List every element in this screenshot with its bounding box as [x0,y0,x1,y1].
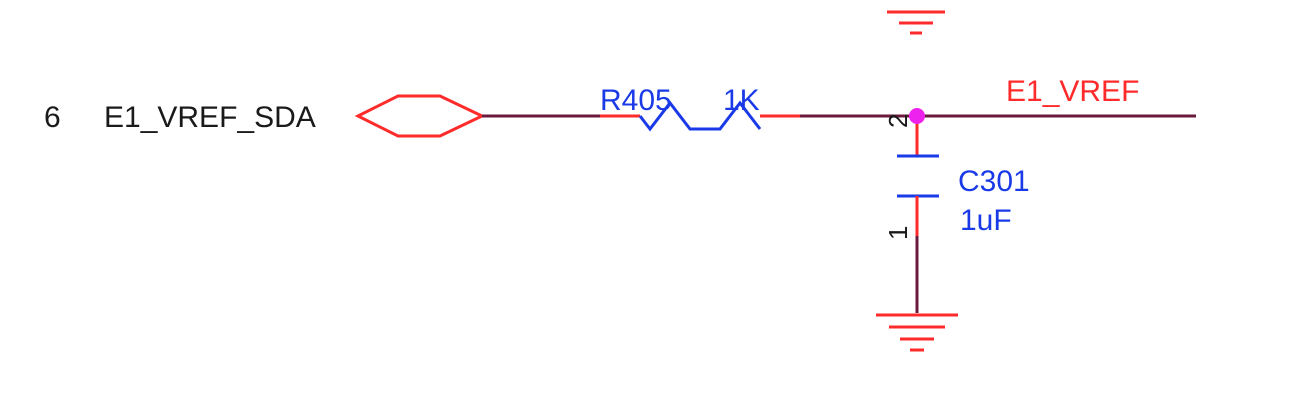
capacitor-icon[interactable] [897,154,939,198]
port-icon[interactable] [354,94,486,138]
port-pin-number: 6 [44,101,61,134]
resistor-designator: R405 [600,84,672,117]
ground-top-icon [887,10,945,35]
capacitor-pin-top-number: 2 [883,114,913,128]
ground-bottom-icon [876,313,958,352]
capacitor-designator: C301 [958,165,1030,198]
capacitor-pin-bottom-number: 1 [883,226,913,240]
resistor-value: 1K [723,84,760,117]
resistor-icon[interactable] [638,100,762,132]
capacitor-value: 1uF [960,204,1012,237]
junction-dot-icon [909,108,925,124]
net-label-e1-vref: E1_VREF [1006,75,1139,108]
port-net-name: E1_VREF_SDA [104,101,316,134]
